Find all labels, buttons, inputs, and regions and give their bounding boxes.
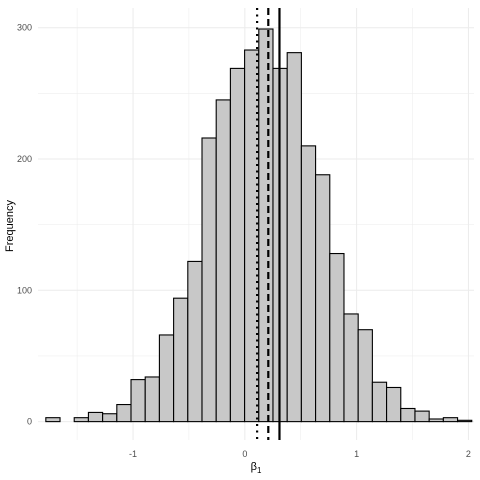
histogram-bar <box>187 260 203 423</box>
histogram-bars <box>45 28 473 423</box>
histogram-bar <box>400 407 416 423</box>
histogram-bar <box>144 376 160 423</box>
x-tick-label: 2 <box>466 449 471 459</box>
x-tick-label: 1 <box>354 449 359 459</box>
x-axis-ticks: -1 0 1 2 <box>129 449 471 459</box>
histogram-bar <box>116 403 132 423</box>
x-tick-label: -1 <box>129 449 137 459</box>
histogram-bar <box>300 145 317 423</box>
histogram-bar <box>73 417 89 423</box>
histogram-bar <box>130 379 146 423</box>
histogram-bar <box>258 28 274 423</box>
reference-lines <box>256 8 281 440</box>
histogram-bar <box>229 67 246 423</box>
histogram-bar <box>329 252 345 423</box>
y-tick-label: 200 <box>17 154 32 164</box>
y-tick-label: 0 <box>27 417 32 427</box>
histogram-bar <box>343 313 359 423</box>
histogram-bar <box>357 329 373 423</box>
histogram-bar <box>173 297 189 423</box>
y-tick-label: 100 <box>17 285 32 295</box>
histogram-bar <box>45 417 61 423</box>
histogram-bar <box>102 413 118 423</box>
histogram-bar <box>158 334 175 423</box>
histogram-bar <box>201 137 217 423</box>
histogram-bar <box>457 419 473 423</box>
y-axis-title: Frequency <box>4 200 16 252</box>
y-axis-ticks: 0 100 200 300 <box>17 23 32 427</box>
histogram-bar <box>315 174 331 423</box>
histogram-bar <box>87 411 104 423</box>
histogram-bar <box>286 52 302 423</box>
histogram-bar <box>371 381 388 423</box>
x-tick-label: 0 <box>242 449 247 459</box>
histogram-bar <box>215 99 231 423</box>
y-tick-label: 300 <box>17 23 32 33</box>
histogram-bar <box>386 386 402 423</box>
x-axis-title: β1 <box>251 461 262 475</box>
histogram-bar <box>442 417 459 423</box>
histogram-bar <box>428 418 444 423</box>
histogram-bar <box>414 410 430 423</box>
